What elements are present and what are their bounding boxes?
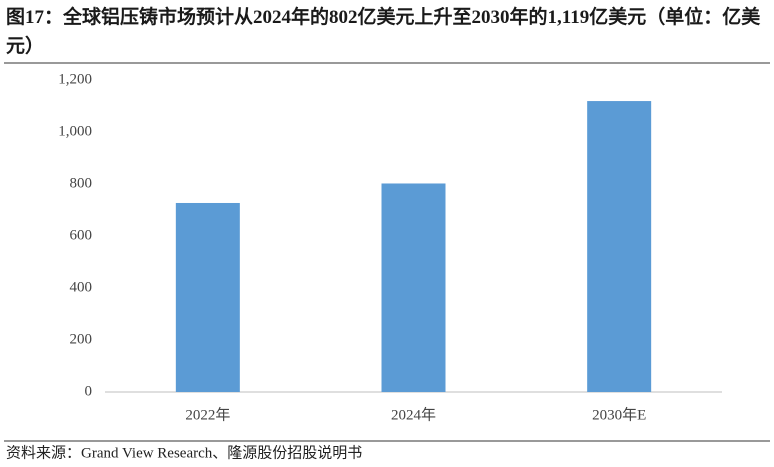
y-tick-label: 1,000 <box>58 123 92 139</box>
y-tick-label: 800 <box>70 175 93 191</box>
x-tick-label: 2022年 <box>185 406 230 423</box>
bar <box>587 101 652 392</box>
bar <box>175 202 240 392</box>
chart-title: 图17：全球铝压铸市场预计从2024年的802亿美元上升至2030年的1,119… <box>6 7 761 57</box>
bar <box>381 183 446 392</box>
y-tick-label: 400 <box>70 279 93 295</box>
source-note: 资料来源：Grand View Research、隆源股份招股说明书 <box>6 444 362 461</box>
x-tick-label: 2024年 <box>391 406 436 423</box>
y-tick-label: 0 <box>85 383 93 399</box>
y-tick-label: 200 <box>70 331 93 347</box>
x-tick-label: 2030年E <box>592 406 646 423</box>
y-tick-label: 600 <box>70 227 93 243</box>
y-tick-label: 1,200 <box>58 71 92 87</box>
